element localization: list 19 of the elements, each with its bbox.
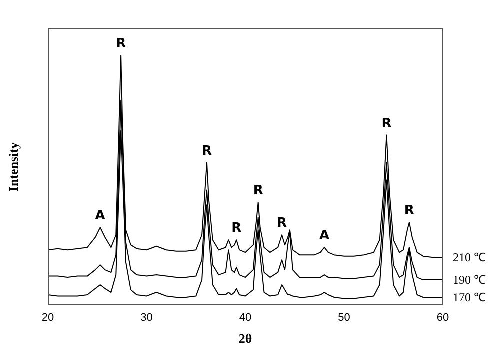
annotation: A <box>319 228 330 244</box>
series-label: 210 ℃ <box>453 250 486 265</box>
x-tick-label: 40 <box>239 312 252 324</box>
series-label: 170 ℃ <box>453 290 486 305</box>
annotation: R <box>253 184 264 199</box>
annotation: R <box>277 216 288 232</box>
x-tick-label: 20 <box>42 312 54 324</box>
series-label: 190 ℃ <box>453 273 486 288</box>
annotation: R <box>232 221 242 236</box>
x-axis-title: 2θ <box>238 331 252 346</box>
annotation: R <box>116 36 126 52</box>
x-tick-label: 60 <box>436 312 450 324</box>
y-axis-title: Intensity <box>6 142 22 192</box>
annotation: R <box>382 116 392 132</box>
annotation: R <box>202 144 212 159</box>
x-tick-label: 30 <box>140 312 153 324</box>
annotation: R <box>404 204 414 219</box>
annotation: A <box>95 208 106 224</box>
x-tick-label: 50 <box>338 312 350 324</box>
